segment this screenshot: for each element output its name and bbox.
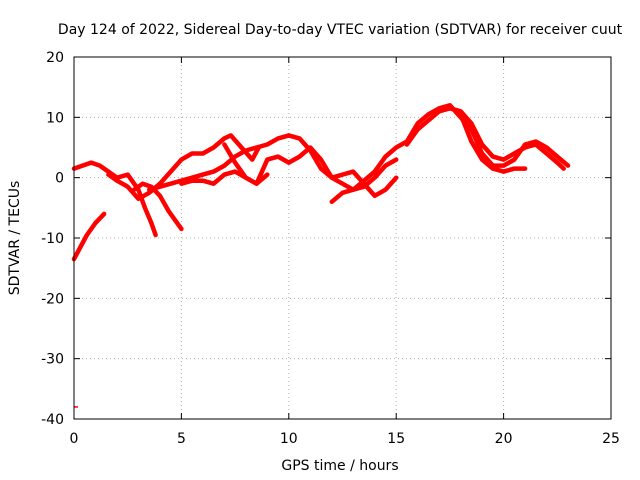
- x-axis-label: GPS time / hours: [281, 458, 398, 474]
- x-tick-label: 5: [177, 431, 186, 447]
- series-pass-7: [222, 142, 270, 186]
- series-pass-9: [404, 106, 566, 171]
- y-tick-label: 10: [46, 110, 64, 126]
- chart-title: Day 124 of 2022, Sidereal Day-to-day VTE…: [58, 22, 623, 38]
- y-tick-label: -30: [41, 352, 64, 368]
- series-group: [71, 103, 571, 408]
- series-pass-6: [179, 145, 399, 199]
- x-tick-label: 20: [495, 431, 513, 447]
- series-pass-4: [131, 181, 184, 232]
- series-pass-1: [71, 211, 107, 262]
- x-tick-label: 0: [70, 431, 79, 447]
- series-pass-10: [458, 112, 528, 174]
- x-tick-label: 10: [280, 431, 298, 447]
- axis-ticks: [73, 56, 612, 420]
- y-axis-label: SDTVAR / TECUs: [7, 181, 23, 296]
- series-pass-2: [71, 160, 158, 238]
- y-tick-label: -10: [41, 231, 64, 247]
- y-tick-label: -40: [41, 412, 64, 428]
- series-pass-8: [329, 103, 571, 205]
- y-tick-label: 20: [46, 50, 64, 66]
- series-pass-3: [106, 133, 261, 202]
- tick-labels: 0 5 10 15 20 25 -40 -30 -20 -10 0 10 20: [41, 50, 620, 447]
- x-tick-label: 25: [602, 431, 620, 447]
- grid: [74, 57, 611, 419]
- y-tick-label: 0: [55, 171, 64, 187]
- y-tick-label: -20: [41, 291, 64, 307]
- x-tick-label: 15: [387, 431, 405, 447]
